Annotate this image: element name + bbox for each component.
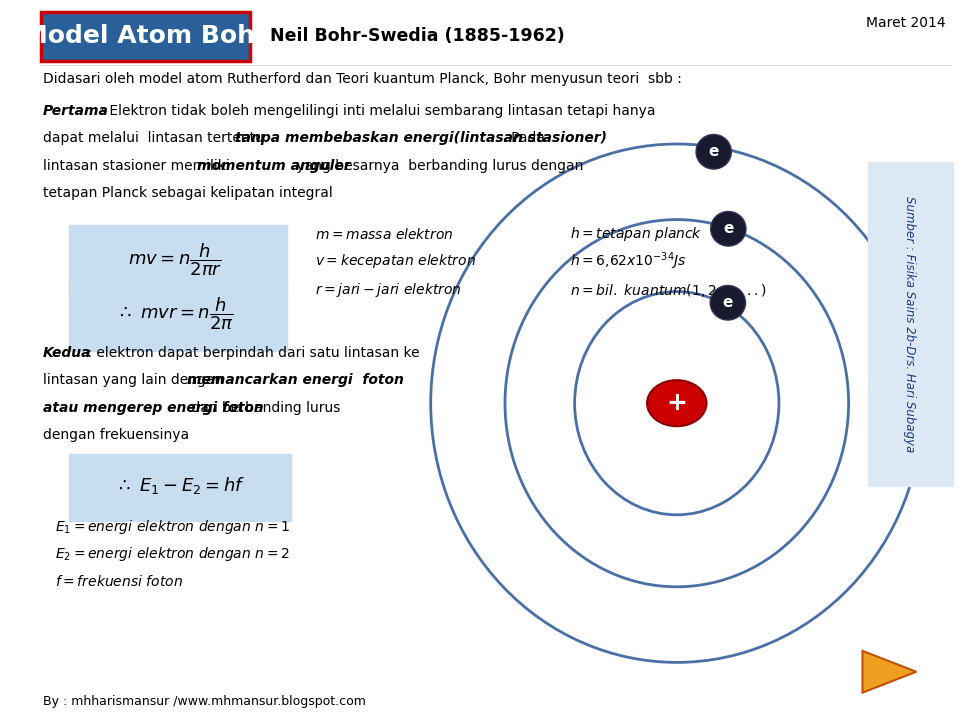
Ellipse shape bbox=[696, 135, 732, 169]
Text: $r = jari-jari\ elektron$: $r = jari-jari\ elektron$ bbox=[315, 282, 461, 300]
Text: $h = tetapan\ planck$: $h = tetapan\ planck$ bbox=[570, 225, 703, 243]
Text: lintasan yang lain dengan: lintasan yang lain dengan bbox=[42, 373, 228, 387]
Text: tanpa membebaskan energi(lintasan stasioner): tanpa membebaskan energi(lintasan stasio… bbox=[235, 131, 607, 145]
Text: Kedua: Kedua bbox=[42, 346, 91, 360]
Text: memancarkan energi  foton: memancarkan energi foton bbox=[187, 373, 404, 387]
Text: yang besarnya  berbanding lurus dengan: yang besarnya berbanding lurus dengan bbox=[293, 158, 584, 173]
Text: $\therefore\ E_1 - E_2 = hf$: $\therefore\ E_1 - E_2 = hf$ bbox=[115, 475, 245, 497]
Text: e: e bbox=[708, 144, 719, 159]
Text: $E_2 = energi\ elektron\ dengan\ n = 2$: $E_2 = energi\ elektron\ dengan\ n = 2$ bbox=[55, 546, 290, 563]
Text: Neil Bohr-Swedia (1885-1962): Neil Bohr-Swedia (1885-1962) bbox=[270, 27, 564, 45]
Text: dengan frekuensinya: dengan frekuensinya bbox=[42, 428, 189, 442]
Text: dan berbanding lurus: dan berbanding lurus bbox=[187, 400, 341, 415]
Text: lintasan stasioner memiliki: lintasan stasioner memiliki bbox=[42, 158, 233, 173]
Text: Sumber : Fisika Sains 2b-Drs. Hari Subagya: Sumber : Fisika Sains 2b-Drs. Hari Subag… bbox=[903, 196, 917, 452]
Text: +: + bbox=[666, 391, 687, 415]
Text: : Elektron tidak boleh mengelilingi inti melalui sembarang lintasan tetapi hanya: : Elektron tidak boleh mengelilingi inti… bbox=[96, 104, 656, 118]
FancyBboxPatch shape bbox=[40, 12, 250, 61]
Text: e: e bbox=[723, 295, 733, 310]
Text: $\therefore\ mvr = n\dfrac{h}{2\pi}$: $\therefore\ mvr = n\dfrac{h}{2\pi}$ bbox=[116, 295, 234, 331]
Text: $h = 6{,}62x10^{-34}Js$: $h = 6{,}62x10^{-34}Js$ bbox=[570, 251, 686, 272]
Text: $m = massa\ elektron$: $m = massa\ elektron$ bbox=[315, 227, 453, 241]
Ellipse shape bbox=[710, 212, 746, 246]
FancyBboxPatch shape bbox=[868, 162, 953, 486]
Text: atau mengerep energi foton: atau mengerep energi foton bbox=[42, 400, 263, 415]
Text: e: e bbox=[723, 221, 733, 236]
Text: Maret 2014: Maret 2014 bbox=[867, 16, 946, 30]
Text: $f = frekuensi\ foton$: $f = frekuensi\ foton$ bbox=[55, 575, 182, 589]
Text: dapat melalui  lintasan tertentu: dapat melalui lintasan tertentu bbox=[42, 131, 268, 145]
Text: By : mhharismansur /www.mhmansur.blogspot.com: By : mhharismansur /www.mhmansur.blogspo… bbox=[42, 696, 366, 708]
Text: $n = bil.\ kuantum(1,2,3,...)$: $n = bil.\ kuantum(1,2,3,...)$ bbox=[570, 282, 767, 299]
Ellipse shape bbox=[710, 286, 746, 320]
Text: : elektron dapat berpindah dari satu lintasan ke: : elektron dapat berpindah dari satu lin… bbox=[84, 346, 420, 360]
Text: Didasari oleh model atom Rutherford dan Teori kuantum Planck, Bohr menyusun teor: Didasari oleh model atom Rutherford dan … bbox=[42, 72, 682, 86]
FancyBboxPatch shape bbox=[68, 454, 292, 521]
Text: Model Atom Bohr: Model Atom Bohr bbox=[22, 24, 267, 48]
FancyBboxPatch shape bbox=[68, 225, 287, 297]
Polygon shape bbox=[862, 651, 917, 693]
Text: $mv = n\dfrac{h}{2\pi r}$: $mv = n\dfrac{h}{2\pi r}$ bbox=[129, 241, 223, 277]
FancyBboxPatch shape bbox=[68, 279, 287, 351]
Text: momentum anguler: momentum anguler bbox=[197, 158, 350, 173]
Text: tetapan Planck sebagai kelipatan integral: tetapan Planck sebagai kelipatan integra… bbox=[42, 186, 332, 200]
Text: . Pada: . Pada bbox=[497, 131, 544, 145]
Text: $E_1 = energi\ elektron\ dengan\ n = 1$: $E_1 = energi\ elektron\ dengan\ n = 1$ bbox=[55, 518, 290, 536]
Text: $v = kecepatan\ elektron$: $v = kecepatan\ elektron$ bbox=[315, 253, 475, 271]
Text: Pertama: Pertama bbox=[42, 104, 108, 118]
Circle shape bbox=[647, 380, 707, 426]
